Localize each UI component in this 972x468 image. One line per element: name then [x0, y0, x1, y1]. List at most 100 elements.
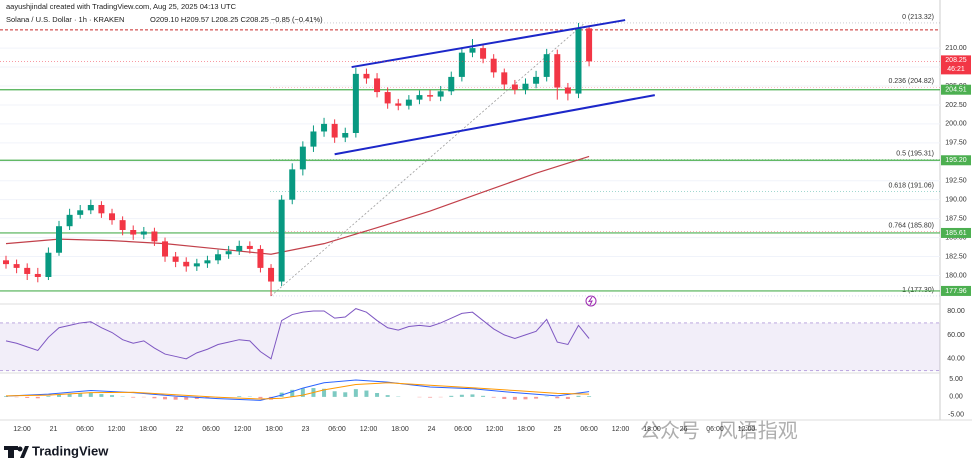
trendline	[351, 19, 626, 69]
rsi-tick-label: 60.00	[947, 332, 965, 339]
candle-body	[427, 95, 434, 97]
macd-histogram-bar	[237, 396, 242, 397]
signal-line	[5, 382, 590, 400]
candle-body	[490, 58, 497, 73]
moving-average	[5, 155, 590, 255]
macd-histogram-bar	[184, 396, 189, 400]
last-price-label: 208.25	[945, 57, 967, 64]
macd-histogram-bar	[99, 394, 104, 397]
candle-body	[511, 84, 518, 90]
candle-body	[395, 103, 402, 106]
y-tick-label: 200.00	[945, 121, 967, 128]
x-tick-label: 12:00	[360, 426, 378, 433]
macd-histogram-bar	[523, 396, 528, 400]
x-tick-label: 06:00	[76, 426, 94, 433]
level-tag-label: 185.61	[945, 230, 967, 237]
macd-histogram-bar	[364, 390, 369, 397]
x-tick-label: 06:00	[706, 426, 724, 433]
macd-histogram-bar	[343, 392, 348, 397]
level-tag	[941, 285, 971, 296]
fib-line	[270, 22, 586, 297]
macd-histogram-bar	[322, 388, 327, 397]
x-tick-label: 18:00	[391, 426, 409, 433]
candle-body	[586, 28, 593, 62]
x-tick-label: 18:00	[643, 426, 661, 433]
candle-body	[554, 54, 561, 88]
candle-body	[405, 99, 412, 106]
level-tag-label: 177.96	[945, 288, 967, 295]
macd-histogram-bar	[512, 396, 517, 400]
candle-body	[140, 231, 147, 235]
candle-body	[321, 123, 328, 132]
candle-body	[416, 95, 423, 100]
candle-body	[56, 226, 63, 253]
candle-body	[45, 252, 52, 277]
candle-body	[162, 241, 169, 257]
macd-histogram-bar	[491, 396, 496, 398]
candle-body	[109, 213, 116, 221]
macd-histogram-bar	[173, 396, 178, 400]
rsi-tick-label: 80.00	[947, 308, 965, 315]
candle-body	[246, 245, 253, 249]
x-tick-label: 12:00	[13, 426, 31, 433]
candle-body	[469, 48, 476, 53]
macd-histogram-bar	[565, 396, 570, 399]
candle-body	[13, 264, 20, 268]
macd-histogram-bar	[152, 396, 157, 399]
candle-body	[204, 260, 211, 264]
fib-level-label: 0.5 (195.31)	[896, 150, 934, 157]
candle-body	[193, 263, 200, 267]
x-tick-label: 18:00	[517, 426, 535, 433]
macd-histogram-bar	[481, 395, 486, 397]
candle-body	[77, 210, 84, 215]
macd-histogram-bar	[46, 396, 51, 397]
candle-body	[289, 169, 296, 200]
candle-body	[3, 260, 10, 265]
candle-body	[480, 48, 487, 59]
rsi-tick-label: 40.00	[947, 356, 965, 363]
chart-title: Solana / U.S. Dollar · 1h · KRAKEN	[6, 15, 124, 24]
candle-body	[268, 267, 275, 282]
x-tick-label: 06:00	[328, 426, 346, 433]
macd-tick-label: -5.00	[948, 411, 964, 418]
y-tick-label: 182.50	[945, 253, 967, 260]
fib-level-label: 0.236 (204.82)	[888, 78, 934, 85]
y-tick-label: 180.00	[945, 272, 967, 279]
macd-histogram-bar	[194, 396, 199, 399]
macd-histogram-bar	[78, 393, 83, 397]
candle-body	[342, 132, 349, 138]
candle-body	[130, 230, 137, 235]
macd-histogram-bar	[67, 393, 72, 397]
macd-histogram-bar	[502, 396, 507, 399]
x-tick-label: 25	[554, 426, 562, 433]
candle-body	[310, 131, 317, 147]
level-tag-label: 204.51	[945, 87, 967, 94]
candle-body	[183, 261, 190, 267]
candle-body	[522, 83, 529, 90]
macd-histogram-bar	[385, 395, 390, 397]
candle-body	[437, 91, 444, 97]
last-price-tag	[941, 55, 971, 75]
candle-body	[533, 76, 540, 84]
y-tick-label: 192.50	[945, 178, 967, 185]
macd-histogram-bar	[57, 394, 62, 397]
y-tick-label: 210.00	[945, 45, 967, 52]
macd-histogram-bar	[459, 394, 464, 397]
x-tick-label: 23	[302, 426, 310, 433]
candle-body	[119, 220, 126, 230]
y-tick-label: 202.50	[945, 102, 967, 109]
candle-body	[66, 214, 73, 227]
level-tag	[941, 155, 971, 166]
fib-level-label: 1 (177.30)	[902, 287, 934, 294]
candle-body	[374, 78, 381, 93]
macd-histogram-bar	[428, 396, 433, 398]
macd-histogram-bar	[25, 396, 30, 398]
candle-body	[24, 267, 31, 274]
macd-histogram-bar	[375, 393, 380, 397]
macd-histogram-bar	[470, 394, 475, 397]
candle-body	[215, 254, 222, 261]
brand: TradingView	[32, 443, 109, 458]
candle-body	[225, 251, 232, 255]
rsi-band	[0, 322, 940, 371]
